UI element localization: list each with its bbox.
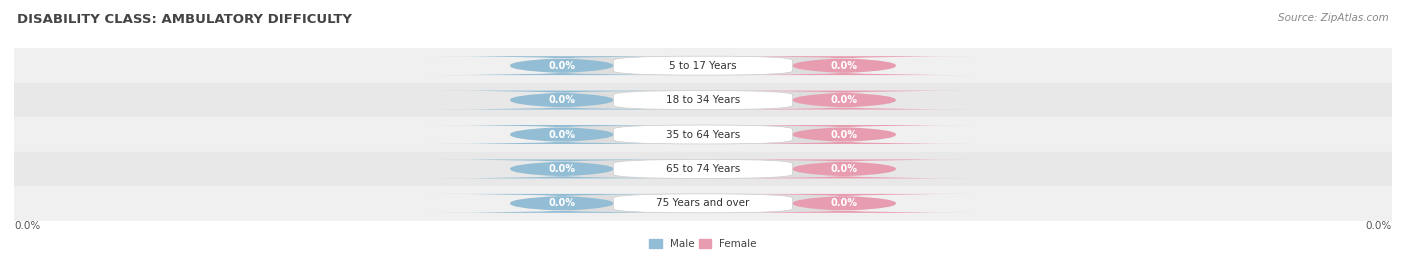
FancyBboxPatch shape [710,125,979,144]
FancyBboxPatch shape [510,91,896,109]
Bar [14,186,1392,221]
Text: 0.0%: 0.0% [548,198,575,208]
Text: 0.0%: 0.0% [1365,221,1392,231]
Text: 0.0%: 0.0% [548,61,575,71]
Text: 0.0%: 0.0% [831,164,858,174]
Text: 0.0%: 0.0% [14,221,41,231]
FancyBboxPatch shape [710,194,979,213]
Text: 65 to 74 Years: 65 to 74 Years [666,164,740,174]
Text: 35 to 64 Years: 35 to 64 Years [666,129,740,140]
FancyBboxPatch shape [510,125,896,144]
FancyBboxPatch shape [613,194,793,213]
Text: 0.0%: 0.0% [548,164,575,174]
Bar [14,83,1392,117]
Text: Source: ZipAtlas.com: Source: ZipAtlas.com [1278,13,1389,23]
Legend: Male, Female: Male, Female [645,235,761,253]
FancyBboxPatch shape [510,194,896,213]
Text: 0.0%: 0.0% [831,61,858,71]
FancyBboxPatch shape [427,160,696,178]
Bar [14,152,1392,186]
Text: 0.0%: 0.0% [831,129,858,140]
Text: DISABILITY CLASS: AMBULATORY DIFFICULTY: DISABILITY CLASS: AMBULATORY DIFFICULTY [17,13,352,26]
FancyBboxPatch shape [613,56,793,75]
FancyBboxPatch shape [427,91,696,109]
FancyBboxPatch shape [427,56,696,75]
Bar [14,48,1392,83]
FancyBboxPatch shape [613,91,793,109]
FancyBboxPatch shape [613,125,793,144]
FancyBboxPatch shape [427,125,696,144]
Text: 75 Years and over: 75 Years and over [657,198,749,208]
FancyBboxPatch shape [710,56,979,75]
FancyBboxPatch shape [510,160,896,178]
FancyBboxPatch shape [710,160,979,178]
Bar [14,117,1392,152]
Text: 18 to 34 Years: 18 to 34 Years [666,95,740,105]
FancyBboxPatch shape [710,91,979,109]
FancyBboxPatch shape [613,160,793,178]
Text: 0.0%: 0.0% [548,95,575,105]
Text: 0.0%: 0.0% [548,129,575,140]
FancyBboxPatch shape [427,194,696,213]
Text: 5 to 17 Years: 5 to 17 Years [669,61,737,71]
Text: 0.0%: 0.0% [831,95,858,105]
Text: 0.0%: 0.0% [831,198,858,208]
FancyBboxPatch shape [510,56,896,75]
